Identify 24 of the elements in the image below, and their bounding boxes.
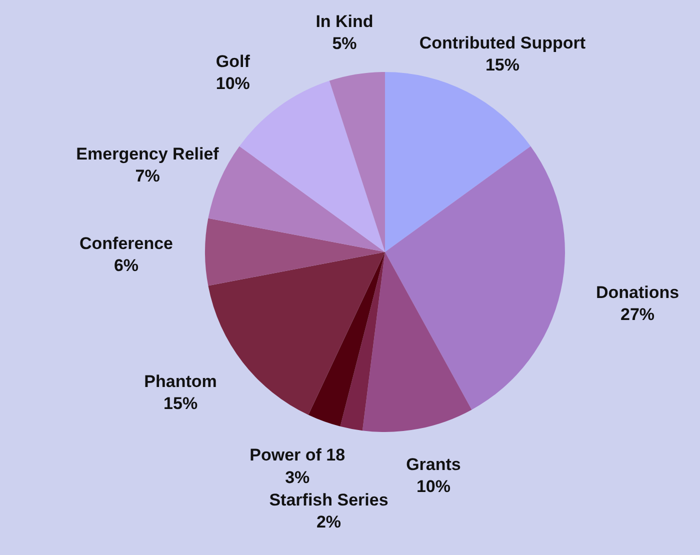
slice-label: Donations xyxy=(596,283,680,302)
slice-label: Contributed Support xyxy=(419,34,586,53)
data-label: 2% xyxy=(316,512,342,532)
data-label: 6% xyxy=(114,256,139,276)
data-label: 27% xyxy=(620,305,655,324)
data-label: 10% xyxy=(216,74,250,94)
slice-label: Phantom xyxy=(144,372,217,391)
slice-label: Golf xyxy=(216,52,250,71)
data-label: 15% xyxy=(164,394,198,414)
slice-label: Emergency Relief xyxy=(76,144,220,164)
data-label: 3% xyxy=(285,468,310,487)
data-label: 10% xyxy=(416,477,450,496)
data-label: 7% xyxy=(135,166,160,186)
slice-label: Conference xyxy=(79,234,174,253)
slice-label: Grants xyxy=(406,455,461,474)
pie-slice xyxy=(308,252,385,426)
data-label: 15% xyxy=(485,56,520,75)
pie-slice xyxy=(385,72,531,252)
pie-slice xyxy=(205,218,385,286)
data-label: 5% xyxy=(332,34,357,53)
pie-slice xyxy=(362,252,472,432)
slice-label: In Kind xyxy=(316,12,374,31)
slice-label: Power of 18 xyxy=(250,446,346,465)
slice-label: Starfish Series xyxy=(269,490,388,510)
